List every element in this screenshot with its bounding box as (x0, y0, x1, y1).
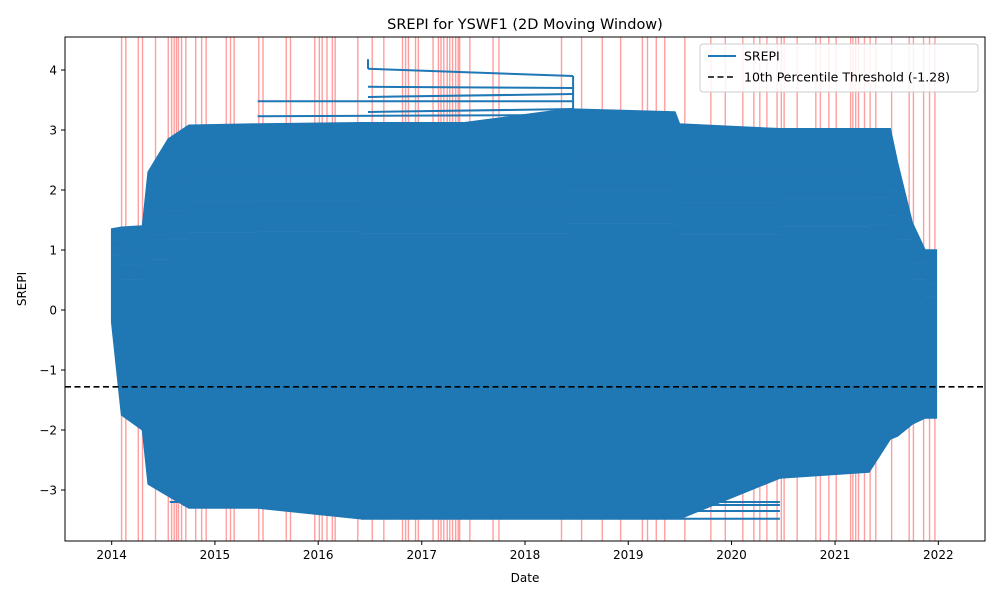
x-tick-label: 2022 (923, 548, 954, 562)
x-tick-label: 2015 (200, 548, 231, 562)
series-outlier-upper (367, 67, 574, 77)
x-tick-label: 2021 (820, 548, 851, 562)
series-outlier-upper (367, 93, 574, 98)
srepi-series (110, 59, 938, 520)
y-tick-label: −2 (39, 423, 57, 437)
y-tick-label: 2 (49, 183, 57, 197)
legend-label-srepi: SREPI (744, 49, 780, 64)
series-envelope (110, 108, 938, 520)
y-tick-label: 0 (49, 303, 57, 317)
x-tick-label: 2018 (510, 548, 541, 562)
x-tick-label: 2016 (303, 548, 334, 562)
x-tick-label: 2019 (613, 548, 644, 562)
y-axis-title: SREPI (15, 272, 29, 306)
y-tick-label: 3 (49, 123, 57, 137)
chart-title: SREPI for YSWF1 (2D Moving Window) (387, 17, 663, 33)
series-outlier-upper (367, 108, 574, 113)
legend-box (699, 43, 979, 93)
y-tick-label: −3 (39, 483, 57, 497)
y-tick-label: 4 (49, 63, 57, 77)
x-axis: 2014 2015 2016 2017 2018 2019 2020 2021 2022 (96, 541, 954, 562)
x-tick-label: 2014 (96, 548, 127, 562)
y-axis: −3 −2 −1 0 1 2 3 4 (39, 63, 65, 497)
series-outlier-upper (257, 114, 574, 118)
series-outlier-upper (367, 85, 574, 89)
x-axis-title: Date (511, 571, 540, 585)
y-tick-label: 1 (49, 243, 57, 257)
x-tick-label: 2017 (406, 548, 437, 562)
legend-label-threshold: 10th Percentile Threshold (-1.28) (744, 70, 950, 85)
plot-area (65, 37, 985, 541)
y-tick-label: −1 (39, 363, 57, 377)
legend: SREPI 10th Percentile Threshold (-1.28) (699, 43, 979, 93)
series-outlier-lower (169, 489, 465, 497)
x-tick-label: 2020 (716, 548, 747, 562)
